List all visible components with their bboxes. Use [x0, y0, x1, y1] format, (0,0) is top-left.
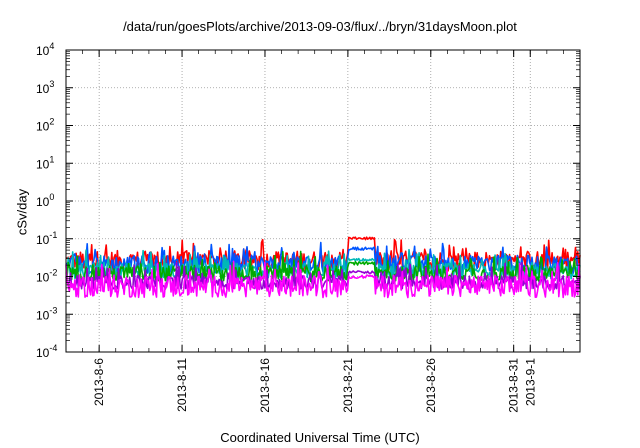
x-tick-label: 2013-8-6	[92, 358, 106, 406]
tick-marks	[65, 49, 581, 353]
grid-lines	[66, 50, 580, 352]
x-tick-label: 2013-8-21	[341, 358, 355, 413]
y-tick-label: 10-2	[36, 268, 57, 285]
y-tick-labels: 10-4 10-3 10-2 10-1 100 101 102 103 104	[36, 41, 57, 360]
x-tick-label: 2013-8-31	[507, 358, 521, 413]
plot-frame	[65, 49, 581, 353]
x-tick-label: 2013-8-26	[424, 358, 438, 413]
y-tick-label: 10-3	[36, 305, 57, 322]
series-line	[65, 260, 581, 299]
x-axis-label: Coordinated Universal Time (UTC)	[220, 430, 420, 445]
x-tick-label: 2013-9-1	[523, 358, 537, 406]
x-tick-label: 2013-8-16	[258, 358, 272, 413]
x-tick-label: 2013-8-11	[175, 358, 189, 412]
series-group	[65, 236, 581, 299]
y-tick-label: 103	[36, 79, 54, 96]
y-tick-label: 104	[36, 41, 54, 58]
x-tick-labels: 2013-8-6 2013-8-11 2013-8-16 2013-8-21 2013-…	[92, 358, 537, 413]
y-tick-label: 102	[36, 117, 54, 134]
y-axis-label: cSv/day	[14, 188, 30, 236]
y-tick-label: 10-4	[36, 343, 57, 360]
y-tick-label: 100	[36, 192, 54, 209]
y-tick-label: 10-1	[36, 230, 57, 247]
chart-title: /data/run/goesPlots/archive/2013-09-03/f…	[123, 19, 517, 34]
y-tick-label: 101	[36, 154, 54, 171]
